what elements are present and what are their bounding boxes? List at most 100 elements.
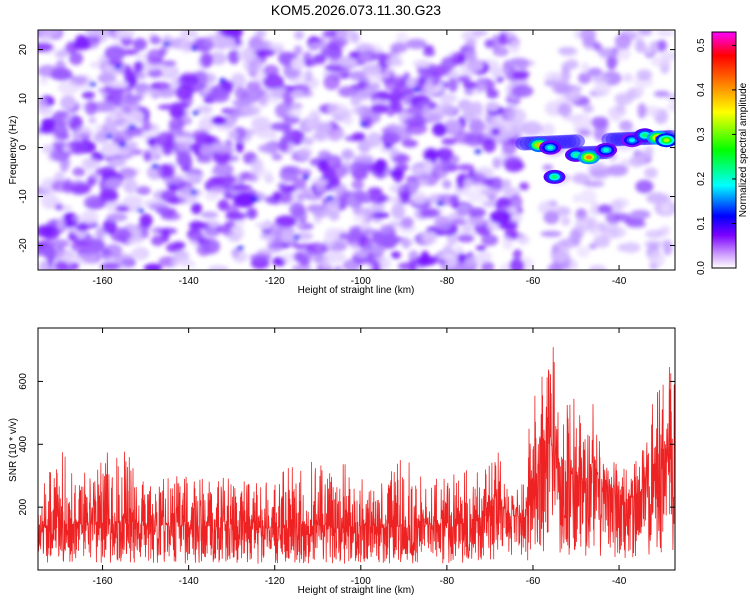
- noise-blob: [464, 39, 477, 49]
- noise-blob: [576, 246, 591, 258]
- noise-blob: [232, 99, 251, 107]
- noise-blob: [317, 159, 329, 173]
- noise-blob: [634, 39, 646, 53]
- noise-spot: [192, 110, 200, 116]
- noise-blob: [429, 165, 448, 179]
- noise-blob: [203, 34, 223, 50]
- noise-blob: [476, 77, 485, 92]
- noise-blob: [51, 180, 71, 193]
- noise-blob: [157, 207, 170, 215]
- noise-blob: [491, 65, 501, 79]
- noise-blob: [436, 147, 454, 160]
- noise-blob: [64, 115, 73, 123]
- noise-blob: [208, 219, 220, 228]
- noise-blob: [57, 133, 70, 140]
- noise-blob: [298, 169, 312, 176]
- snr-panel: -160 -140 -120 -100 -80 -60 -40 200 400 600 Heig…: [8, 327, 676, 596]
- noise-blob: [279, 167, 299, 182]
- noise-blob: [468, 118, 486, 134]
- noise-blob: [212, 86, 224, 97]
- noise-blob: [151, 235, 165, 246]
- noise-blob: [189, 142, 201, 151]
- snr-y-axis: 200 400 600: [18, 373, 675, 515]
- noise-blob: [432, 122, 447, 137]
- noise-blob: [88, 238, 106, 253]
- noise-blob: [508, 57, 530, 68]
- noise-blob: [605, 212, 622, 224]
- x-tick-label: -40: [612, 576, 627, 587]
- noise-blob: [297, 147, 313, 158]
- noise-blob: [502, 235, 514, 250]
- noise-blob: [217, 199, 230, 211]
- noise-blob: [471, 172, 487, 184]
- noise-blob: [390, 251, 401, 259]
- noise-blob: [419, 208, 441, 219]
- noise-blob: [279, 136, 289, 150]
- noise-blob: [614, 92, 634, 105]
- noise-blob: [74, 253, 96, 265]
- noise-blob: [294, 254, 309, 263]
- spectrogram-x-label: Height of straight line (km): [298, 285, 415, 296]
- noise-spot: [326, 195, 334, 201]
- noise-blob: [456, 234, 475, 243]
- noise-blob: [456, 173, 466, 190]
- noise-blob: [457, 252, 467, 264]
- noise-blob: [509, 259, 525, 270]
- noise-blob: [211, 116, 227, 125]
- noise-blob: [492, 157, 502, 169]
- noise-blob: [469, 101, 483, 116]
- noise-blob: [313, 179, 329, 186]
- noise-blob: [201, 238, 221, 255]
- noise-blob: [262, 74, 285, 90]
- noise-blob: [377, 91, 390, 102]
- noise-blob: [255, 222, 273, 229]
- noise-blob: [423, 45, 435, 52]
- y-tick-label: 200: [18, 498, 29, 515]
- noise-spot: [118, 142, 126, 148]
- noise-blob: [254, 30, 267, 38]
- noise-blob: [292, 178, 307, 190]
- noise-blob: [644, 240, 663, 248]
- noise-blob: [637, 103, 647, 119]
- noise-blob: [465, 58, 484, 72]
- noise-blob: [249, 253, 272, 261]
- noise-blob: [211, 168, 230, 176]
- noise-blob: [312, 204, 331, 218]
- noise-blob: [51, 239, 70, 248]
- spectrogram-signal: [515, 128, 675, 184]
- noise-spot: [137, 207, 145, 213]
- x-tick-label: -160: [93, 276, 113, 287]
- noise-blob: [133, 60, 144, 73]
- noise-blob: [40, 178, 54, 191]
- noise-blob: [484, 39, 495, 49]
- noise-blob: [253, 49, 276, 57]
- noise-blob: [389, 195, 403, 205]
- noise-blob: [208, 187, 229, 195]
- noise-blob: [217, 36, 236, 49]
- noise-blob: [74, 126, 93, 139]
- noise-blob: [629, 209, 651, 220]
- noise-blob: [498, 32, 508, 46]
- noise-spot: [436, 201, 444, 207]
- noise-blob: [370, 212, 390, 219]
- colorbar-tick-label: 0.0: [696, 261, 707, 275]
- noise-blob: [622, 73, 634, 83]
- noise-blob: [597, 204, 613, 214]
- noise-blob: [323, 74, 341, 90]
- noise-blob: [588, 243, 597, 250]
- noise-blob: [389, 90, 405, 100]
- noise-blob: [451, 51, 467, 65]
- noise-blob: [362, 228, 380, 236]
- noise-blob: [287, 108, 303, 117]
- noise-blob: [420, 250, 430, 265]
- x-tick-label: -100: [351, 576, 371, 587]
- noise-blob: [38, 30, 59, 39]
- noise-blob: [422, 231, 438, 245]
- signal-feature: [641, 133, 648, 138]
- noise-blob: [591, 201, 600, 215]
- noise-blob: [433, 159, 448, 168]
- noise-blob: [134, 72, 147, 80]
- noise-blob: [442, 179, 452, 190]
- x-tick-label: -60: [526, 276, 541, 287]
- noise-blob: [41, 144, 54, 154]
